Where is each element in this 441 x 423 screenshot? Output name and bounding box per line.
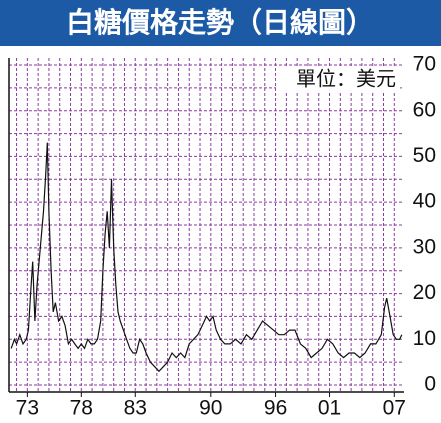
x-tick-label: 96	[264, 397, 287, 420]
y-tick-label: 70	[413, 53, 436, 76]
x-tick-label: 01	[318, 397, 341, 420]
unit-label: 單位：美元	[296, 67, 396, 91]
x-tick-label: 73	[16, 397, 39, 420]
y-tick-label: 60	[413, 98, 436, 121]
x-tick-label: 90	[199, 397, 222, 420]
price-line	[10, 142, 403, 373]
y-tick-label: 0	[424, 373, 436, 396]
plot	[10, 142, 403, 373]
unit-bg	[276, 66, 400, 92]
y-tick-label: 20	[413, 281, 436, 304]
x-tick-label: 83	[124, 397, 147, 420]
chart-title: 白糖價格走勢（日線圖）	[66, 6, 374, 39]
x-tick-label: 78	[70, 397, 93, 420]
y-tick-label: 50	[413, 144, 436, 167]
y-tick-label: 30	[413, 235, 436, 258]
grid	[9, 58, 404, 392]
x-tick-label: 07	[383, 397, 406, 420]
y-tick-label: 40	[413, 190, 436, 213]
title-bar	[0, 0, 441, 46]
y-tick-label: 10	[413, 327, 436, 350]
